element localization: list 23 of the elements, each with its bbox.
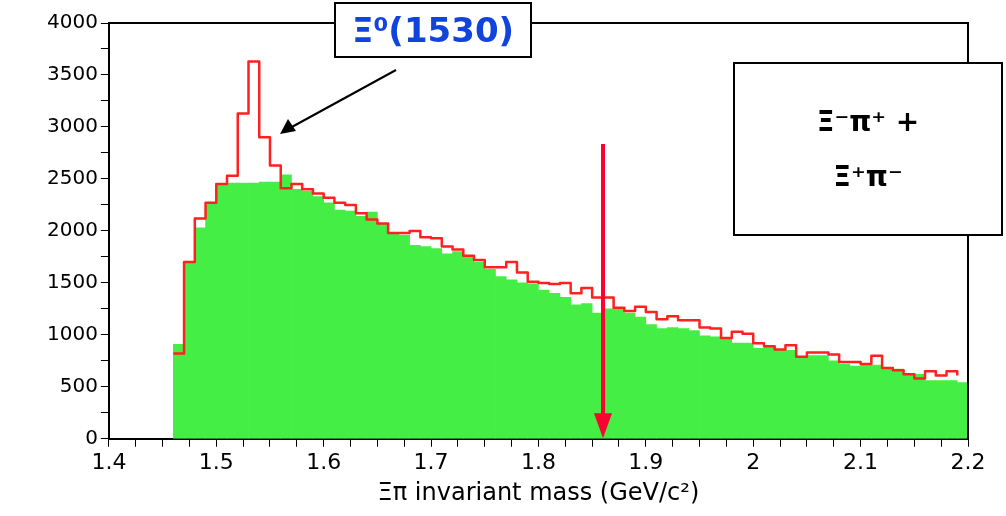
y-tick-label: 500: [59, 373, 98, 398]
y-tick-label: 4000: [46, 9, 98, 34]
label-box: Ξ⁻π⁺ + Ξ⁺π⁻: [733, 62, 1003, 236]
x-tick-label: 1.7: [413, 448, 449, 474]
y-tick-label: 1500: [46, 269, 98, 294]
y-tick-label: 3500: [46, 61, 98, 86]
annotation: Ξ⁺π⁻: [833, 160, 903, 193]
x-tick-label: 1.8: [520, 448, 556, 474]
x-tick-label: 2: [746, 448, 761, 474]
x-tick-label: 1.9: [628, 448, 664, 474]
y-tick-label: 0: [85, 425, 98, 449]
y-tick-label: 1000: [46, 321, 98, 346]
x-tick-label: 2.2: [950, 448, 986, 474]
x-tick-label: 1.5: [198, 448, 234, 474]
label-box: Ξ⁰(1530): [334, 2, 533, 58]
x-axis-title: Ξπ invariant mass (GeV/c²): [377, 477, 700, 506]
y-tick-label: 2000: [46, 217, 98, 242]
x-tick-label: 1.6: [306, 448, 342, 474]
y-tick-label: 2500: [46, 165, 98, 190]
x-tick-label: 2.1: [843, 448, 879, 474]
y-tick-label: 3000: [46, 113, 98, 138]
annotation: Ξ⁻π⁺ +: [816, 105, 920, 138]
x-tick-label: 1.4: [91, 448, 127, 474]
